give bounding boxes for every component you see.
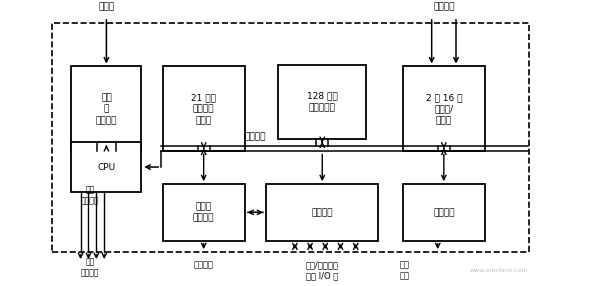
Text: 21 字节
特殊功能
寄存器: 21 字节 特殊功能 寄存器 [191, 93, 216, 125]
Text: www.elecfans.com: www.elecfans.com [469, 268, 528, 273]
Bar [72, 142, 141, 192]
Text: 存储器
扩展控制: 存储器 扩展控制 [193, 202, 215, 223]
Text: 内部
中断信号: 内部 中断信号 [81, 185, 99, 205]
Text: 地址/数据总线
端口 I/O 线: 地址/数据总线 端口 I/O 线 [306, 261, 339, 281]
Text: 计数信号: 计数信号 [433, 2, 455, 11]
Bar [163, 66, 244, 152]
Text: 2 个 16 位
定时器/
计数器: 2 个 16 位 定时器/ 计数器 [426, 93, 462, 125]
Text: 串行端口: 串行端口 [433, 208, 455, 217]
Text: 串行
输入: 串行 输入 [399, 261, 409, 281]
Text: 外部
中断信号: 外部 中断信号 [81, 258, 99, 278]
Bar [266, 184, 378, 241]
Bar [163, 184, 244, 241]
Bar [402, 184, 485, 241]
Text: 内部总线: 内部总线 [244, 132, 266, 142]
Bar [72, 66, 141, 152]
Bar [52, 23, 529, 252]
Text: 控制信号: 控制信号 [194, 261, 213, 269]
Text: 振荡
与
定时电路: 振荡 与 定时电路 [95, 93, 117, 125]
Bar [278, 65, 366, 139]
Text: CPU: CPU [97, 162, 116, 172]
Text: 时钟源: 时钟源 [98, 2, 114, 11]
Text: 128 字节
数据存储器: 128 字节 数据存储器 [307, 92, 337, 112]
Text: 并行端口: 并行端口 [311, 208, 333, 217]
Bar [402, 66, 485, 152]
